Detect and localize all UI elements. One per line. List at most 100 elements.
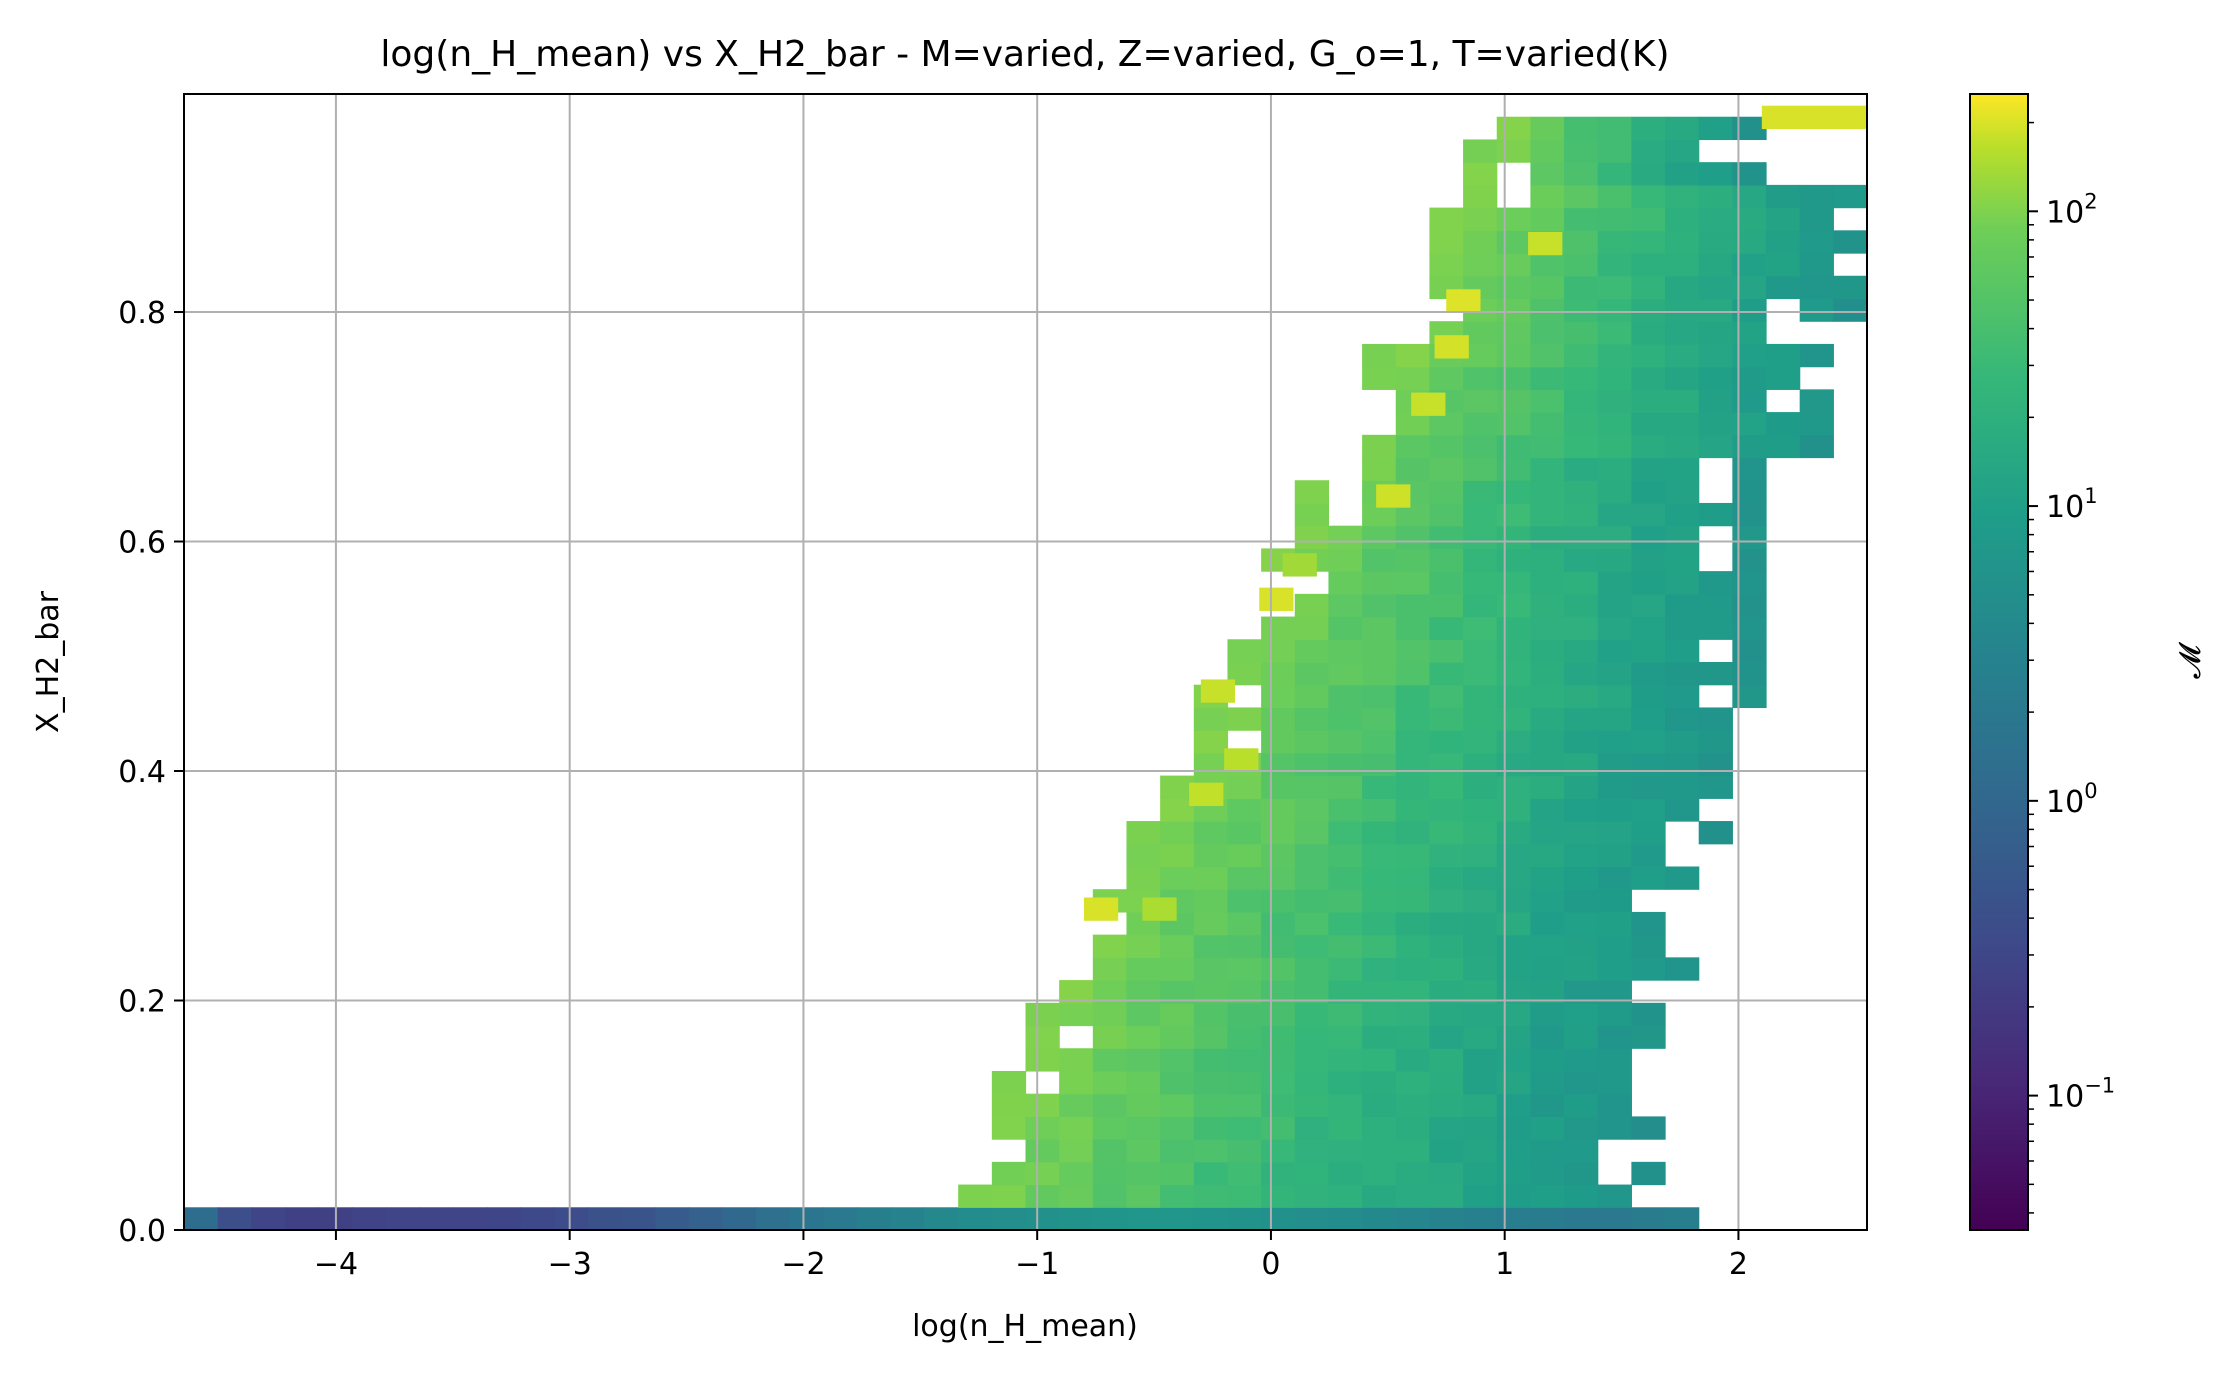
heatmap-bin bbox=[1631, 957, 1666, 981]
heatmap-bin bbox=[1328, 1048, 1363, 1072]
heatmap-bin bbox=[1631, 275, 1666, 300]
heatmap-bin bbox=[1463, 1116, 1498, 1140]
heatmap-bin bbox=[1294, 934, 1330, 958]
heatmap-bin bbox=[1496, 684, 1531, 709]
heatmap-bin bbox=[1597, 139, 1632, 163]
heatmap-bin bbox=[1732, 684, 1767, 709]
heatmap-bin bbox=[1530, 298, 1565, 322]
heatmap-bin bbox=[1631, 1161, 1666, 1186]
heatmap-bin bbox=[1395, 412, 1431, 436]
heatmap-bin bbox=[1328, 1116, 1363, 1140]
heatmap-bin bbox=[1395, 911, 1431, 936]
heatmap-bin bbox=[1092, 1161, 1128, 1186]
heatmap-bin bbox=[1530, 1116, 1565, 1140]
heatmap-bin bbox=[1429, 889, 1464, 913]
heatmap-bin bbox=[1395, 1093, 1431, 1117]
heatmap-bin bbox=[1732, 366, 1767, 390]
heatmap-bin bbox=[1530, 525, 1565, 549]
heatmap-bin bbox=[1193, 1002, 1229, 1027]
heatmap-bin bbox=[1126, 980, 1161, 1004]
heatmap-bin bbox=[1631, 434, 1666, 459]
heatmap-bin bbox=[1564, 593, 1599, 618]
heatmap-bin bbox=[1698, 571, 1733, 595]
heatmap-bin bbox=[1463, 366, 1498, 390]
heatmap-bin bbox=[1160, 821, 1195, 845]
heatmap-bin bbox=[1160, 775, 1195, 799]
heatmap-bin bbox=[1092, 1002, 1128, 1027]
heatmap-bin bbox=[1395, 616, 1431, 640]
heatmap-bin bbox=[1463, 1161, 1498, 1186]
heatmap-bin bbox=[1564, 253, 1599, 277]
colorbar-tick-label: 102 bbox=[2046, 189, 2098, 230]
heatmap-bin bbox=[1126, 1139, 1161, 1163]
heatmap-bin bbox=[1530, 934, 1565, 958]
heatmap-bin bbox=[1362, 1161, 1397, 1186]
heatmap-bin bbox=[1631, 366, 1666, 390]
heatmap-bin bbox=[1362, 1070, 1397, 1095]
heatmap-bin bbox=[655, 1207, 690, 1230]
heatmap-bin bbox=[1597, 707, 1632, 731]
heatmap-bin bbox=[1665, 525, 1700, 549]
x-axis: −4 −3 −2 −1 0 1 2 bbox=[314, 1230, 1748, 1282]
heatmap-bin bbox=[1463, 821, 1498, 845]
heatmap-bin bbox=[1631, 1025, 1666, 1049]
heatmap-bin bbox=[1294, 1139, 1330, 1163]
heatmap-bin bbox=[1227, 911, 1262, 936]
heatmap-bin bbox=[1224, 748, 1259, 772]
heatmap-bin bbox=[1160, 1184, 1195, 1208]
heatmap-bin bbox=[1496, 1207, 1531, 1230]
heatmap-bin bbox=[1766, 184, 1801, 209]
heatmap-bin bbox=[1530, 821, 1565, 845]
heatmap-bin bbox=[1732, 321, 1767, 345]
heatmap-bin bbox=[1766, 366, 1801, 390]
heatmap-bin bbox=[1463, 798, 1498, 822]
heatmap-bin bbox=[1732, 593, 1767, 618]
heatmap-bin bbox=[1362, 843, 1397, 868]
heatmap-bin bbox=[1564, 525, 1599, 549]
heatmap-bin bbox=[1496, 548, 1531, 572]
heatmap-bin bbox=[1799, 253, 1834, 277]
heatmap-bin bbox=[1564, 934, 1599, 958]
heatmap-bin bbox=[1395, 730, 1431, 754]
heatmap-bin bbox=[1631, 230, 1666, 254]
heatmap-bin bbox=[1732, 502, 1767, 527]
heatmap-bin bbox=[1092, 1139, 1128, 1163]
heatmap-bin bbox=[1261, 1070, 1296, 1095]
heatmap-bin bbox=[1564, 116, 1599, 141]
heatmap-bin bbox=[1530, 662, 1565, 686]
heatmap-bin bbox=[1530, 366, 1565, 390]
heatmap-bin bbox=[1092, 1048, 1128, 1072]
heatmap-bin bbox=[1631, 116, 1666, 141]
heatmap-bin bbox=[1160, 866, 1195, 890]
heatmap-bin bbox=[1564, 980, 1599, 1004]
heatmap-bin bbox=[1294, 707, 1330, 731]
y-tick-label: 0.2 bbox=[118, 985, 166, 1020]
heatmap-bin bbox=[520, 1207, 555, 1230]
heatmap-bin bbox=[1597, 230, 1632, 254]
heatmap-bin bbox=[1395, 957, 1431, 981]
heatmap-bin bbox=[1429, 457, 1464, 481]
heatmap-bin bbox=[1631, 412, 1666, 436]
heatmap-bin bbox=[1665, 707, 1700, 731]
heatmap-bin bbox=[823, 1207, 858, 1230]
heatmap-bin bbox=[217, 1207, 252, 1230]
heatmap-bin bbox=[1193, 821, 1229, 845]
heatmap-bin bbox=[1698, 730, 1733, 754]
heatmap-bin bbox=[1227, 866, 1262, 890]
heatmap-bin bbox=[1294, 911, 1330, 936]
heatmap-bin bbox=[1564, 911, 1599, 936]
heatmap-bin bbox=[1362, 821, 1397, 845]
heatmap-bin bbox=[1665, 298, 1700, 322]
heatmap-bin bbox=[1362, 911, 1397, 936]
heatmap-bin bbox=[991, 1116, 1027, 1140]
heatmap-bin bbox=[1496, 1116, 1531, 1140]
heatmap-bin bbox=[1395, 434, 1431, 459]
heatmap-bin bbox=[1631, 1002, 1666, 1027]
plot-frame bbox=[183, 93, 1868, 1231]
y-tick-label: 0.6 bbox=[118, 526, 166, 561]
heatmap-bin bbox=[1732, 525, 1767, 549]
heatmap-bin bbox=[1294, 480, 1330, 504]
heatmap-bin bbox=[1429, 730, 1464, 754]
heatmap-bin bbox=[1597, 343, 1632, 368]
heatmap-bin bbox=[1564, 1116, 1599, 1140]
